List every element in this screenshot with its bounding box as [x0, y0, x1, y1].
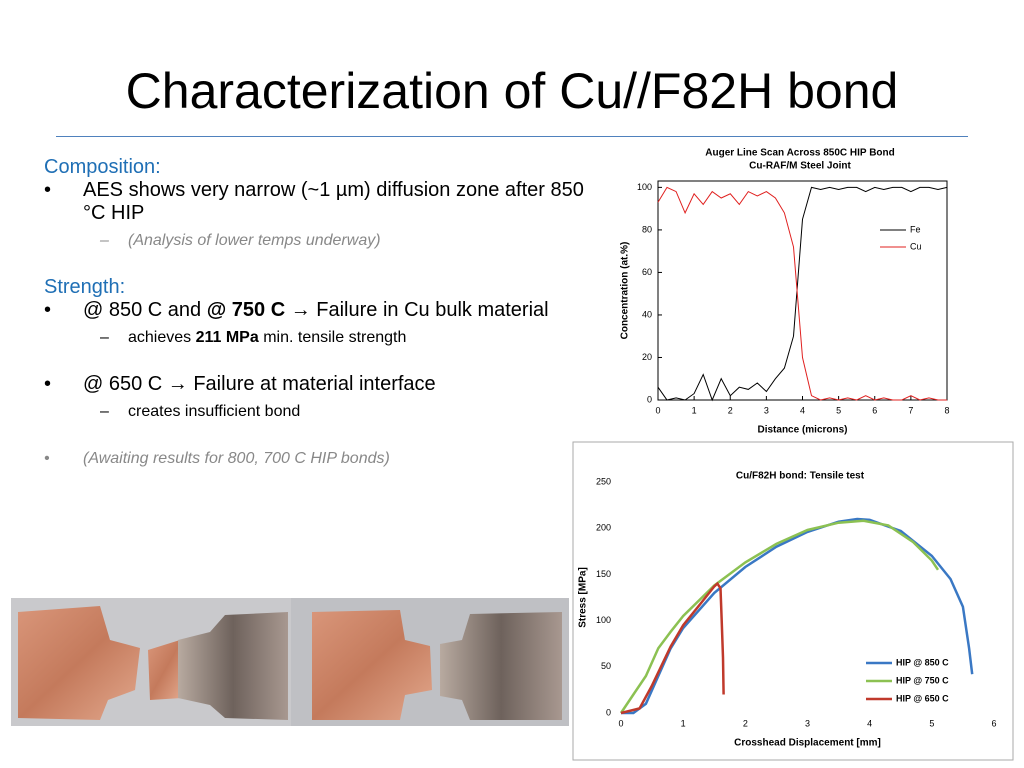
x-tick-label: 5 [836, 405, 841, 415]
y-tick-label: 60 [642, 267, 652, 277]
sub-bullet: (Analysis of lower temps underway) [44, 229, 584, 252]
chart-title: Cu/F82H bond: Tensile test [736, 471, 865, 482]
legend-label: Fe [910, 224, 921, 234]
legend-label: Cu [910, 241, 922, 251]
y-tick-label: 50 [601, 661, 611, 671]
data-line [657, 186, 947, 401]
y-tick-label: 40 [642, 309, 652, 319]
x-tick-label: 0 [655, 405, 660, 415]
x-tick-label: 0 [618, 718, 623, 728]
y-tick-label: 0 [606, 707, 611, 717]
x-tick-label: 1 [692, 405, 697, 415]
x-tick-label: 1 [681, 718, 686, 728]
y-tick-label: 200 [596, 523, 611, 533]
legend-label: HIP @ 750 C [896, 675, 949, 685]
data-line [657, 186, 948, 402]
y-axis-label: Concentration (at.%) [620, 242, 631, 340]
specimen-photo [11, 598, 569, 726]
data-line [621, 517, 974, 715]
chart-title: Auger Line Scan Across 850C HIP Bond [705, 148, 895, 159]
legend-label: HIP @ 850 C [896, 657, 949, 667]
y-tick-label: 20 [642, 352, 652, 362]
text: achieves [128, 329, 196, 346]
y-tick-label: 80 [642, 224, 652, 234]
x-tick-label: 6 [872, 405, 877, 415]
slide-text: Composition: AES shows very narrow (~1 µ… [44, 156, 584, 470]
sub-bullet: achieves 211 MPa min. tensile strength [44, 326, 584, 349]
bullet: @ 650 C → Failure at material interface [44, 373, 584, 396]
x-tick-label: 2 [728, 405, 733, 415]
text: @ 850 C and [83, 299, 207, 321]
y-tick-label: 100 [596, 615, 611, 625]
x-axis-label: Distance (microns) [757, 425, 847, 436]
title-rule [56, 136, 968, 137]
x-tick-label: 2 [743, 718, 748, 728]
chart-background [572, 441, 1014, 761]
x-tick-label: 4 [867, 718, 872, 728]
text: 211 MPa [195, 329, 259, 346]
x-tick-label: 7 [908, 405, 913, 415]
bullet: AES shows very narrow (~1 µm) diffusion … [44, 179, 584, 225]
x-tick-label: 3 [805, 718, 810, 728]
text: → Failure in Cu bulk material [285, 299, 549, 321]
x-tick-label: 4 [800, 405, 805, 415]
y-axis-label: Stress [MPa] [578, 567, 589, 628]
data-line [619, 519, 940, 714]
x-tick-label: 8 [944, 405, 949, 415]
x-tick-label: 3 [764, 405, 769, 415]
bullet: (Awaiting results for 800, 700 C HIP bon… [44, 447, 584, 470]
y-tick-label: 150 [596, 569, 611, 579]
bullet: @ 850 C and @ 750 C → Failure in Cu bulk… [44, 299, 584, 322]
text: @ 750 C [206, 299, 286, 321]
heading: Composition: [44, 156, 161, 178]
heading: Strength: [44, 276, 126, 298]
y-tick-label: 100 [637, 182, 652, 192]
slide-title: Characterization of Cu//F82H bond [125, 63, 899, 119]
data-line [620, 581, 725, 715]
x-tick-label: 5 [929, 718, 934, 728]
legend-label: HIP @ 650 C [896, 693, 949, 703]
text: min. tensile strength [258, 329, 407, 346]
x-axis-label: Crosshead Displacement [mm] [734, 738, 881, 749]
y-tick-label: 0 [647, 394, 652, 404]
chart-subtitle: Cu-RAF/M Steel Joint [749, 161, 851, 172]
sub-bullet: creates insufficient bond [44, 400, 584, 423]
y-tick-label: 250 [596, 476, 611, 486]
x-tick-label: 6 [991, 718, 996, 728]
